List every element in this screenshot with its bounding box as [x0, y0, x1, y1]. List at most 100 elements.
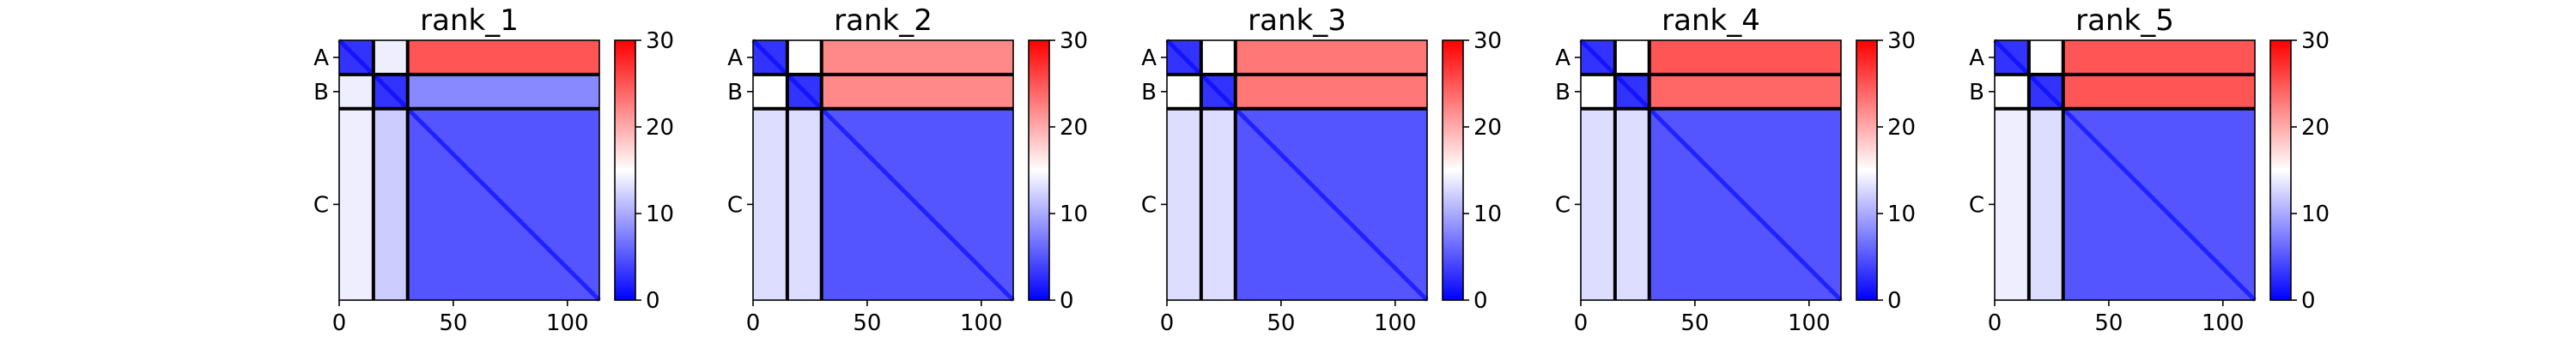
y-tick-label: A	[727, 45, 743, 71]
diagonal-band	[751, 39, 1015, 302]
colorbar-frame	[614, 39, 636, 301]
y-tick-label: C	[727, 192, 743, 218]
colorbar-tick-label: 10	[1060, 202, 1088, 227]
colorbar-tick-label: 0	[2301, 288, 2316, 314]
plot-frame	[1166, 39, 1428, 301]
panel-title: rank_2	[834, 3, 933, 38]
colorbar-gradient	[1443, 40, 1463, 300]
heatmap-block-CA	[339, 108, 374, 300]
x-tick-label: 0	[746, 310, 761, 336]
colorbar-tick-label: 10	[1473, 202, 1502, 227]
panel-title: rank_1	[420, 3, 519, 38]
y-tick-label: A	[1969, 45, 1984, 71]
diagonal-band	[337, 39, 601, 302]
x-tick-label: 0	[332, 310, 347, 336]
heatmap-block-CB	[373, 108, 408, 300]
heatmap-block-AC	[1235, 40, 1427, 75]
heatmap-block-CB	[787, 108, 822, 300]
y-tick-label: B	[727, 80, 743, 105]
diagonal-band	[1579, 39, 1843, 302]
colorbar-gradient	[1029, 40, 1049, 300]
heatmap-block-CB	[2028, 108, 2063, 300]
heatmap-block-BC	[407, 74, 599, 109]
y-tick-label: C	[1969, 192, 1984, 218]
heatmap-block-AC	[407, 40, 599, 75]
panel-title: rank_3	[1248, 3, 1346, 38]
heatmap-block-CA	[1581, 108, 1615, 300]
heatmap-block-BA	[1581, 74, 1615, 109]
heatmap-block-BC	[821, 74, 1013, 109]
panel-title: rank_4	[1662, 3, 1760, 38]
heatmap-block-BA	[753, 74, 787, 109]
colorbar-tick-label: 20	[1887, 115, 1916, 141]
panel-3: rank_3 AB C 0 50 100 0 10 20 30	[1141, 3, 1502, 336]
x-tick-label: 50	[439, 310, 467, 336]
colorbar-tick-label: 0	[1473, 288, 1488, 314]
colorbar: 0 10 20 30	[1028, 28, 1088, 314]
colorbar-tick-label: 30	[646, 28, 674, 54]
colorbar-frame	[2269, 39, 2292, 301]
heatmap-block-BC	[2063, 74, 2255, 109]
heatmap-block-BA	[1167, 74, 1201, 109]
diagonal-band	[1993, 39, 2257, 302]
y-tick-label: A	[313, 45, 329, 71]
x-tick-label: 0	[1574, 310, 1589, 336]
colorbar-gradient	[615, 40, 635, 300]
colorbar-frame	[1028, 39, 1050, 301]
heatmap-block-AB	[2028, 40, 2063, 75]
x-tick-label: 100	[1374, 310, 1417, 336]
heatmap-block-CB	[1200, 108, 1236, 300]
plot-frame	[752, 39, 1014, 301]
colorbar-gradient	[1856, 40, 1877, 300]
x-tick-label: 100	[2202, 310, 2245, 336]
heatmap-block-AB	[787, 40, 822, 75]
x-tick-label: 50	[853, 310, 881, 336]
colorbar: 0 10 20 30	[614, 28, 674, 314]
colorbar-frame	[1856, 39, 1878, 301]
colorbar-tick-label: 30	[1473, 28, 1502, 54]
colorbar-gradient	[2270, 40, 2291, 300]
heatmap-block-CA	[1167, 108, 1201, 300]
heatmap-block-CA	[753, 108, 787, 300]
colorbar-tick-label: 0	[1060, 288, 1074, 314]
y-tick-label: B	[313, 80, 329, 105]
colorbar-tick-label: 30	[1060, 28, 1088, 54]
colorbar: 0 10 20 30	[1442, 28, 1502, 314]
heatmap-block-BC	[1235, 74, 1427, 109]
x-tick-label: 0	[1988, 310, 2002, 336]
plot-frame	[1994, 39, 2256, 301]
heatmap-block-BA	[339, 74, 374, 109]
colorbar-tick-label: 10	[646, 202, 674, 227]
panel-2: rank_2 AB C 0 50 100 0 10 20 30	[727, 3, 1088, 336]
y-tick-label: B	[1555, 80, 1571, 105]
y-tick-label: B	[1969, 80, 1984, 105]
colorbar-tick-label: 10	[2301, 202, 2330, 227]
colorbar: 0 10 20 30	[1856, 28, 1916, 314]
heatmap-block-CA	[1995, 108, 2029, 300]
colorbar-tick-label: 30	[1887, 28, 1916, 54]
heatmap-block-CB	[1614, 108, 1649, 300]
colorbar-tick-label: 0	[1887, 288, 1902, 314]
x-tick-label: 100	[546, 310, 589, 336]
colorbar-tick-label: 10	[1887, 202, 1916, 227]
colorbar-tick-label: 20	[646, 115, 674, 141]
x-tick-label: 100	[960, 310, 1003, 336]
colorbar-tick-label: 20	[1060, 115, 1088, 141]
panel-1: rank_1 AB C 0 50 100 0 10 20 30	[313, 3, 674, 336]
x-tick-label: 50	[1680, 310, 1709, 336]
colorbar-tick-label: 30	[2301, 28, 2330, 54]
panel-5: rank_5 AB C 0 50 100 0 10 20 30	[1969, 3, 2330, 336]
y-tick-label: C	[1141, 192, 1157, 218]
y-tick-label: C	[313, 192, 329, 218]
heatmap-block-BA	[1995, 74, 2029, 109]
heatmap-block-BC	[1649, 74, 1841, 109]
y-tick-label: A	[1141, 45, 1157, 71]
heatmap-block-AB	[373, 40, 408, 75]
heatmap-block-AC	[2063, 40, 2255, 75]
panel-title: rank_5	[2075, 3, 2174, 38]
plot-frame	[338, 39, 600, 301]
plot-frame	[1580, 39, 1842, 301]
y-tick-label: B	[1141, 80, 1157, 105]
x-tick-label: 0	[1160, 310, 1175, 336]
